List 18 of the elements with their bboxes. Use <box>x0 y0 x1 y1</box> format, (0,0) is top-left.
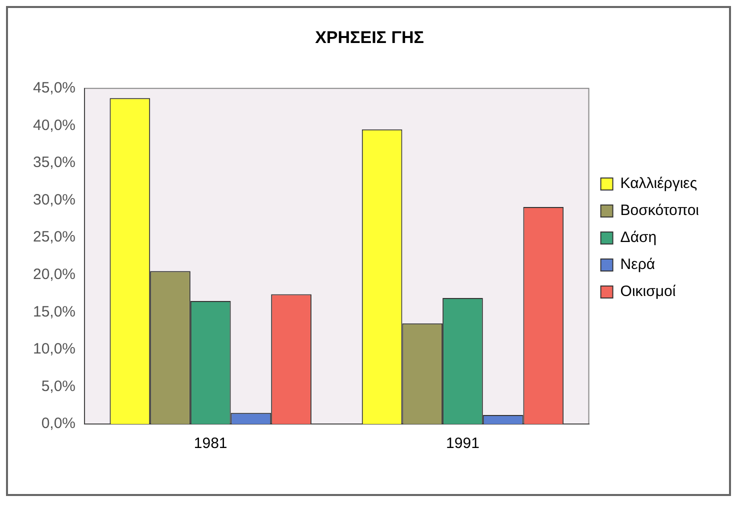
y-tick-label: 35,0% <box>32 154 76 172</box>
y-tick-label: 10,0% <box>32 340 76 358</box>
y-tick-label: 15,0% <box>32 303 76 320</box>
y-tick-label: 5,0% <box>41 378 76 395</box>
legend-label: Νερά <box>620 256 656 274</box>
y-tick-label: 0,0% <box>41 415 76 432</box>
y-tick-label: 30,0% <box>32 191 76 208</box>
y-tick-label: 40,0% <box>32 116 76 134</box>
legend-label: Βοσκότοποι <box>620 202 700 220</box>
legend-label: Δάση <box>620 229 657 246</box>
y-tick-label: 45,0% <box>32 80 76 97</box>
legend-label: Οικισμοί <box>620 283 676 300</box>
x-tick-label: 1991 <box>446 435 480 452</box>
legend-label: Καλλιέργιες <box>620 175 698 192</box>
chart-title: ΧΡΗΣΕΙΣ ΓΗΣ <box>315 28 424 47</box>
y-tick-label: 20,0% <box>32 266 76 283</box>
y-tick-label: 25,0% <box>32 228 76 246</box>
x-tick-label: 1981 <box>194 435 228 452</box>
